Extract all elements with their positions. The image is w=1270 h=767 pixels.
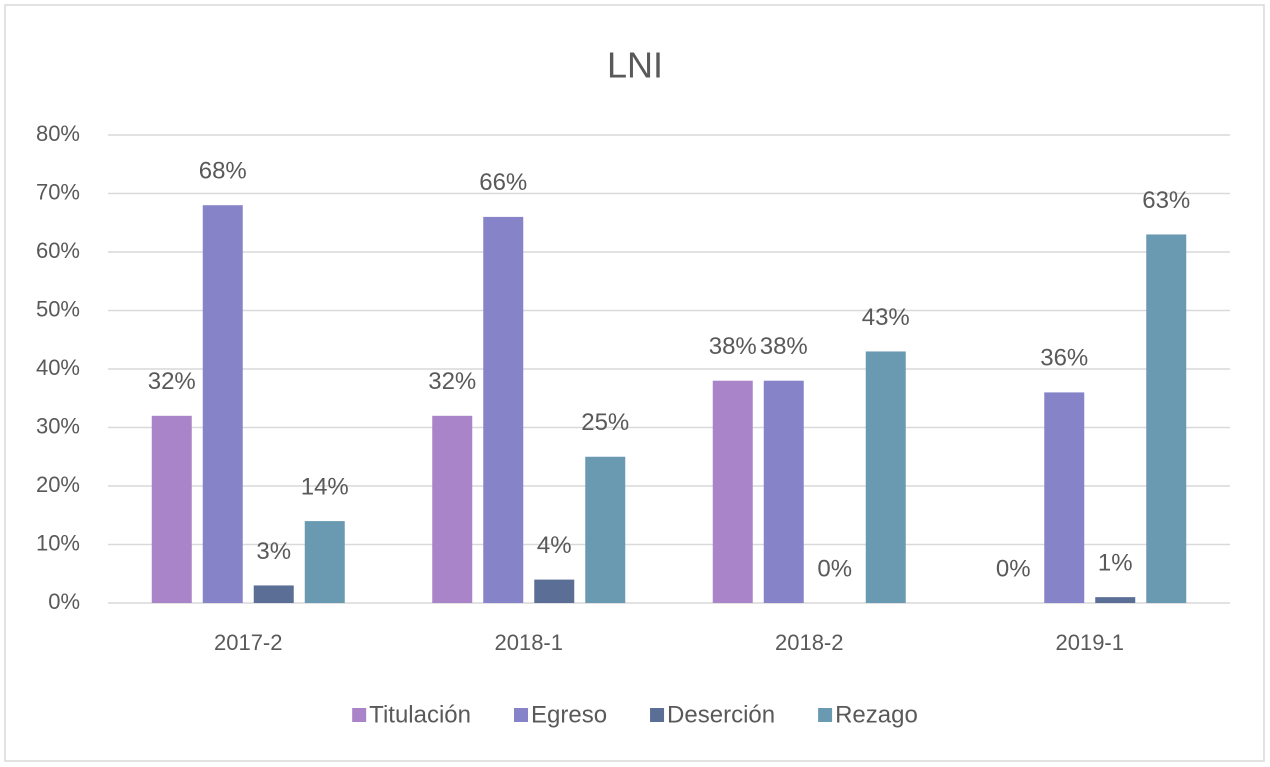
- y-tick-label: 80%: [36, 121, 80, 146]
- data-label: 36%: [1040, 345, 1088, 372]
- bar: [1146, 234, 1187, 603]
- bar: [202, 205, 243, 603]
- x-tick-label: 2018-2: [775, 630, 844, 655]
- data-label: 14%: [301, 473, 349, 500]
- bar: [1044, 392, 1085, 603]
- data-label: 0%: [996, 555, 1031, 582]
- data-label: 1%: [1098, 549, 1133, 576]
- chart-title: LNI: [607, 45, 663, 86]
- bar: [253, 585, 294, 603]
- y-tick-label: 60%: [36, 238, 80, 263]
- data-label: 32%: [148, 368, 196, 395]
- x-tick-label: 2017-2: [214, 630, 283, 655]
- data-label: 38%: [760, 333, 808, 360]
- data-label: 3%: [256, 538, 291, 565]
- data-label: 38%: [709, 333, 757, 360]
- bar: [763, 380, 804, 603]
- data-label: 0%: [817, 555, 852, 582]
- bar: [151, 415, 192, 603]
- bar: [304, 521, 345, 603]
- legend-swatch: [818, 708, 833, 722]
- y-tick-label: 50%: [36, 296, 80, 321]
- bar: [712, 380, 753, 603]
- legend-swatch: [352, 708, 367, 722]
- data-label: 68%: [199, 158, 247, 185]
- y-tick-label: 20%: [36, 472, 80, 497]
- data-label: 4%: [537, 532, 572, 559]
- bar: [1095, 597, 1136, 603]
- bar: [483, 216, 524, 603]
- data-label: 43%: [862, 304, 910, 331]
- data-label: 66%: [479, 169, 527, 196]
- data-label: 63%: [1142, 187, 1190, 214]
- x-tick-label: 2018-1: [494, 630, 563, 655]
- y-tick-label: 10%: [36, 530, 80, 555]
- legend-swatch: [514, 708, 528, 722]
- legend-label: Deserción: [667, 701, 775, 728]
- y-tick-label: 30%: [36, 413, 80, 438]
- y-tick-label: 0%: [48, 589, 80, 614]
- legend-swatch: [650, 708, 665, 722]
- y-tick-label: 70%: [36, 179, 80, 204]
- legend-label: Egreso: [531, 701, 607, 728]
- legend-label: Rezago: [835, 701, 918, 728]
- legend-label: Titulación: [369, 701, 471, 728]
- bar: [585, 456, 626, 603]
- bar: [865, 351, 906, 603]
- bar: [432, 415, 473, 603]
- data-label: 25%: [581, 409, 629, 436]
- y-tick-label: 40%: [36, 355, 80, 380]
- bar: [534, 579, 575, 603]
- data-label: 32%: [428, 368, 476, 395]
- x-tick-label: 2019-1: [1055, 630, 1124, 655]
